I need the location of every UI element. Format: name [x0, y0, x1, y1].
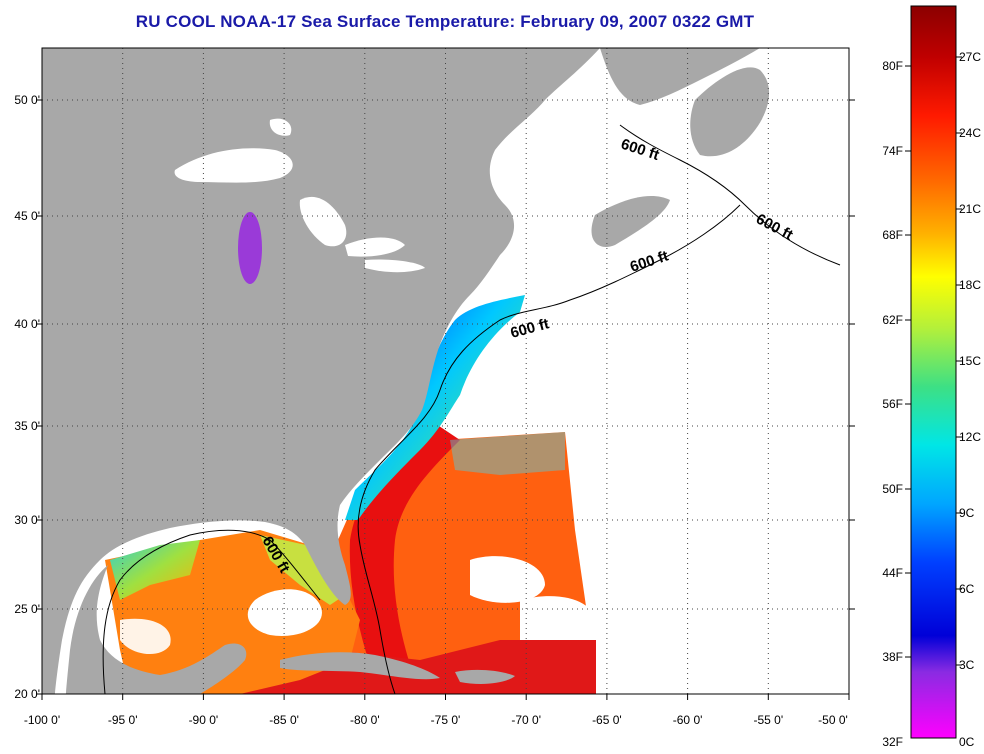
lat-tick-label: 25 0'	[14, 602, 40, 616]
lon-tick-label: -100 0'	[24, 713, 60, 727]
colorbar-c-label: 9C	[959, 506, 975, 520]
lat-tick-label: 35 0'	[14, 419, 40, 433]
colorbar-f-label: 68F	[882, 228, 903, 242]
colorbar-c-label: 24C	[959, 126, 981, 140]
lat-tick-label: 20 0'	[14, 687, 40, 701]
lon-tick-label: -70 0'	[511, 713, 541, 727]
colorbar-c-label: 12C	[959, 430, 981, 444]
lat-tick-labels: 50 0' 45 0' 40 0' 35 0' 30 0' 25 0' 20 0…	[14, 93, 40, 701]
land-layer	[42, 48, 770, 694]
colorbar-c-labels: 27C 24C 21C 18C 15C 12C 9C 6C 3C 0C	[959, 50, 981, 749]
gulf-of-st-lawrence	[552, 93, 690, 195]
tick-marks	[36, 99, 855, 700]
lon-tick-label: -60 0'	[673, 713, 703, 727]
map-title: RU COOL NOAA-17 Sea Surface Temperature:…	[135, 12, 755, 31]
lon-tick-label: -85 0'	[269, 713, 299, 727]
colorbar-ticks	[905, 56, 962, 666]
colorbar-f-label: 50F	[882, 482, 903, 496]
colorbar-c-label: 18C	[959, 278, 981, 292]
colorbar-c-label: 0C	[959, 735, 975, 749]
lon-tick-label: -55 0'	[753, 713, 783, 727]
colorbar-f-label: 38F	[882, 650, 903, 664]
colorbar-f-label: 74F	[882, 144, 903, 158]
colorbar-f-label: 62F	[882, 313, 903, 327]
colorbar-f-labels: 80F 74F 68F 62F 56F 50F 44F 38F 32F	[882, 59, 903, 749]
colorbar-c-label: 27C	[959, 50, 981, 64]
lon-tick-label: -90 0'	[189, 713, 219, 727]
lat-tick-label: 45 0'	[14, 209, 40, 223]
lon-tick-label: -95 0'	[108, 713, 138, 727]
lake-michigan-sst	[238, 212, 262, 284]
colorbar-f-label: 56F	[882, 397, 903, 411]
isobath-600ft	[102, 124, 841, 694]
colorbar-f-label: 44F	[882, 566, 903, 580]
colorbar-c-label: 15C	[959, 354, 981, 368]
great-lakes	[174, 118, 425, 273]
lon-tick-label: -80 0'	[350, 713, 380, 727]
lon-tick-label: -65 0'	[592, 713, 622, 727]
colorbar-f-label: 32F	[882, 735, 903, 749]
colorbar-c-label: 21C	[959, 202, 981, 216]
colorbar	[910, 5, 957, 739]
sst-data-layer	[105, 212, 596, 694]
colorbar-f-label: 80F	[882, 59, 903, 73]
colorbar-c-label: 3C	[959, 658, 975, 672]
colorbar-c-label: 6C	[959, 582, 975, 596]
lon-tick-label: -50 0'	[818, 713, 848, 727]
lon-tick-label: -75 0'	[431, 713, 461, 727]
lon-tick-labels: -100 0' -95 0' -90 0' -85 0' -80 0' -75 …	[24, 713, 848, 727]
lat-tick-label: 50 0'	[14, 93, 40, 107]
lat-tick-label: 40 0'	[14, 317, 40, 331]
lat-tick-label: 30 0'	[14, 513, 40, 527]
